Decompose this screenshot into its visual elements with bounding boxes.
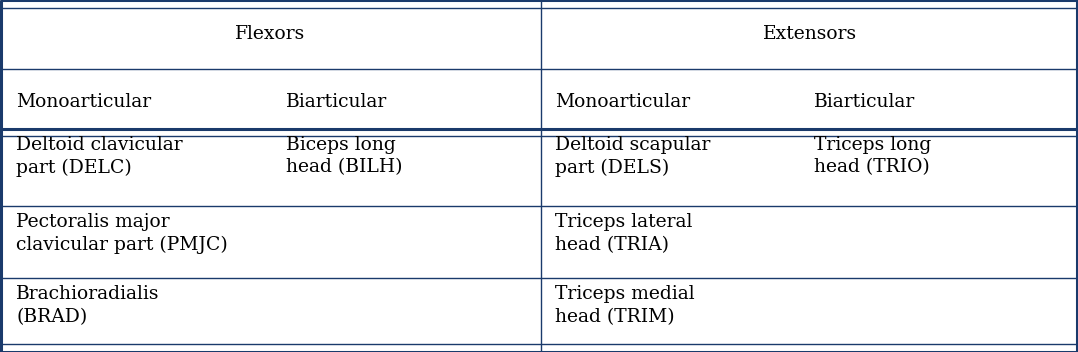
Text: Biarticular: Biarticular	[814, 93, 915, 111]
Text: Pectoralis major
clavicular part (PMJC): Pectoralis major clavicular part (PMJC)	[16, 213, 227, 254]
Text: Deltoid clavicular
part (DELC): Deltoid clavicular part (DELC)	[16, 136, 183, 177]
Text: Brachioradialis
(BRAD): Brachioradialis (BRAD)	[16, 285, 160, 326]
Text: Triceps lateral
head (TRIA): Triceps lateral head (TRIA)	[555, 213, 692, 254]
Text: Biceps long
head (BILH): Biceps long head (BILH)	[286, 136, 402, 176]
Text: Flexors: Flexors	[235, 25, 306, 43]
Text: Triceps medial
head (TRIM): Triceps medial head (TRIM)	[555, 285, 695, 326]
Text: Monoarticular: Monoarticular	[555, 93, 690, 111]
Text: Triceps long
head (TRIO): Triceps long head (TRIO)	[814, 136, 931, 176]
Text: Deltoid scapular
part (DELS): Deltoid scapular part (DELS)	[555, 136, 710, 177]
Text: Extensors: Extensors	[762, 25, 857, 43]
Text: Monoarticular: Monoarticular	[16, 93, 151, 111]
Text: Biarticular: Biarticular	[286, 93, 387, 111]
